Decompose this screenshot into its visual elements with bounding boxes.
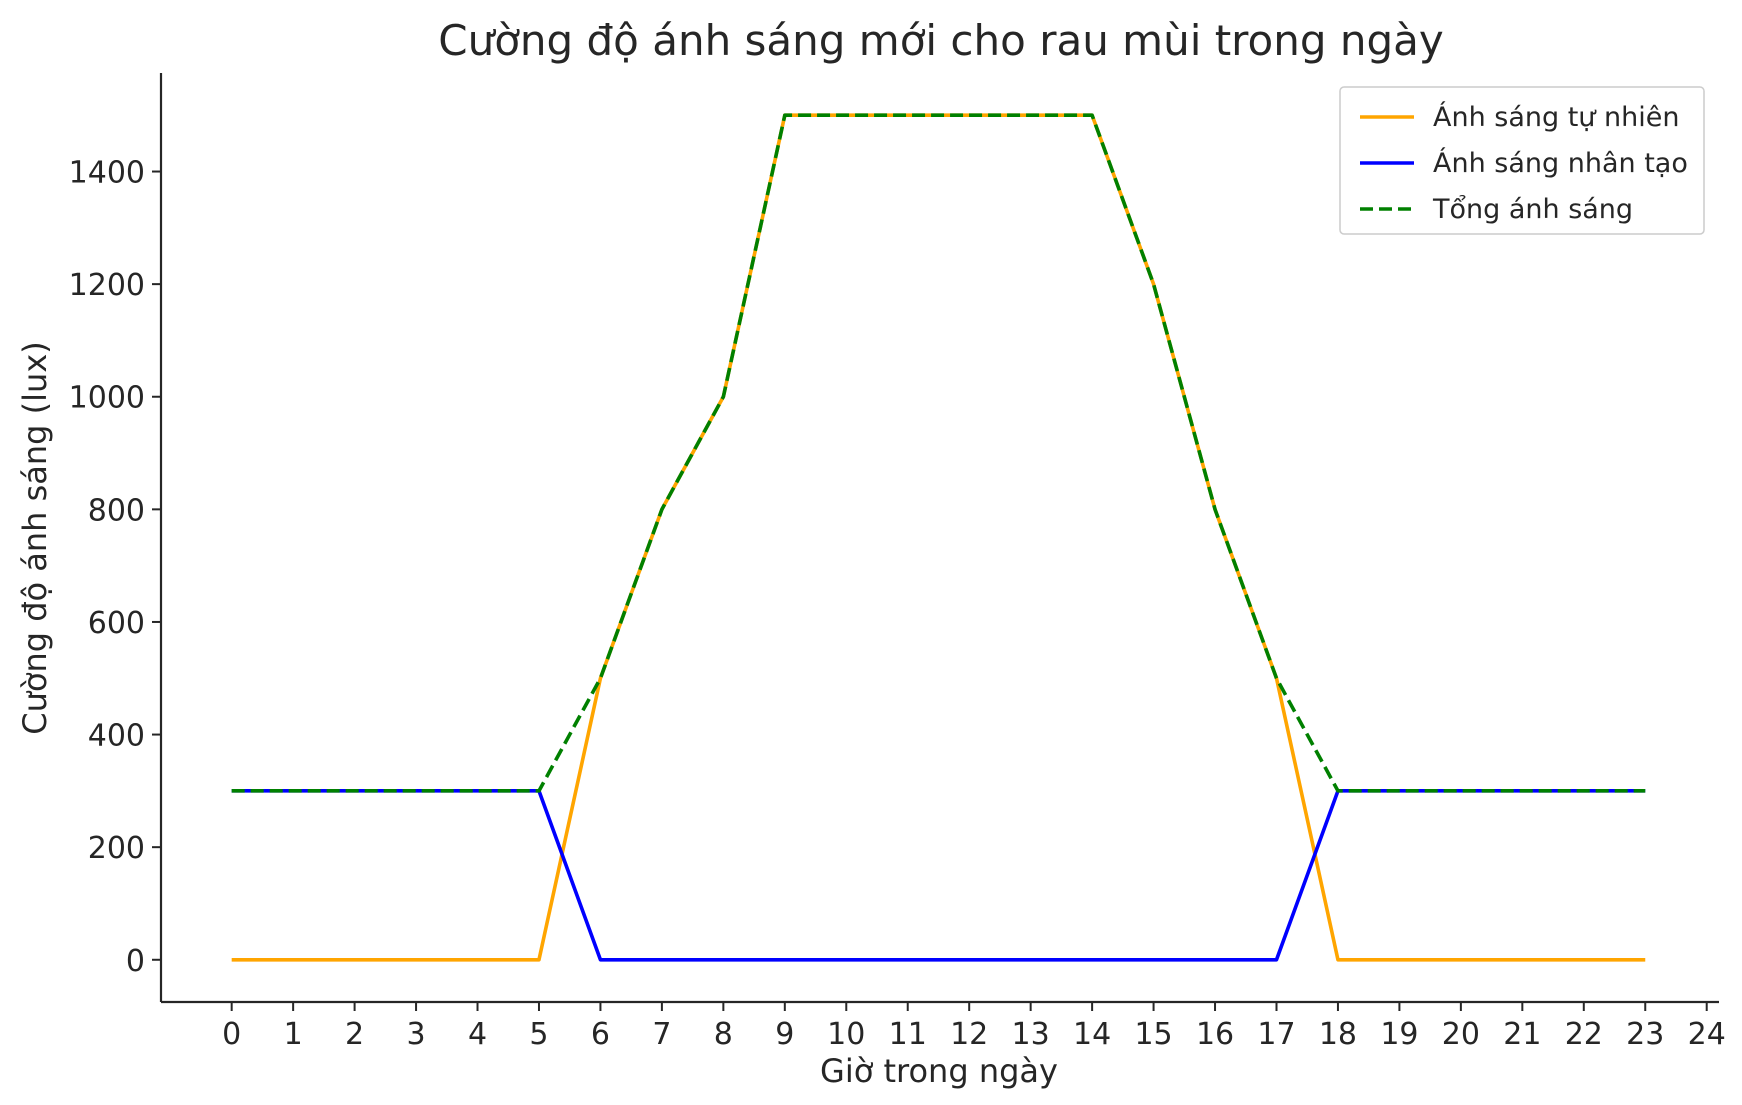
legend-frame <box>1339 86 1705 235</box>
y-tick-label: 0 <box>126 944 145 979</box>
legend-label-2: Ánh sáng nhân tạo <box>1433 147 1688 179</box>
x-tick-label: 21 <box>1503 1017 1541 1052</box>
legend-label-1: Ánh sáng tự nhiên <box>1433 101 1679 133</box>
legend: Ánh sáng tự nhiên Ánh sáng nhân tạo Tổng á… <box>1339 86 1705 235</box>
x-tick-label: 2 <box>345 1017 364 1052</box>
legend-label-3: Tổng ánh sáng <box>1432 194 1633 225</box>
x-tick-label: 19 <box>1380 1017 1418 1052</box>
x-tick-label: 22 <box>1565 1017 1603 1052</box>
x-tick-label: 8 <box>714 1017 733 1052</box>
y-tick-label: 1200 <box>69 268 145 303</box>
x-axis-ticks: 0 1 2 3 4 5 6 7 8 9 10 11 12 13 14 15 16 17 18 19 20 21 22 23 24 <box>222 1002 1726 1052</box>
series-line-1 <box>231 113 1646 962</box>
y-tick-label: 600 <box>88 606 145 641</box>
x-tick-label: 1 <box>284 1017 303 1052</box>
x-tick-label: 20 <box>1442 1017 1480 1052</box>
x-tick-label: 12 <box>950 1017 988 1052</box>
y-axis-ticks: 0 200 400 600 800 1000 1200 1400 <box>69 156 161 979</box>
y-tick-label: 400 <box>88 719 145 754</box>
x-tick-label: 24 <box>1688 1017 1726 1052</box>
x-tick-label: 13 <box>1012 1017 1050 1052</box>
x-tick-label: 10 <box>827 1017 865 1052</box>
y-tick-label: 1000 <box>69 381 145 416</box>
series-line-3 <box>231 113 1646 793</box>
x-tick-label: 0 <box>222 1017 241 1052</box>
x-tick-label: 3 <box>407 1017 426 1052</box>
y-axis-label: Cường độ ánh sáng (lux) <box>16 341 54 735</box>
y-tick-label: 1400 <box>69 156 145 191</box>
x-tick-label: 9 <box>775 1017 794 1052</box>
y-tick-label: 800 <box>88 493 145 528</box>
series-line-2 <box>231 789 1646 962</box>
x-tick-label: 4 <box>468 1017 487 1052</box>
plot-lines <box>231 113 1646 962</box>
x-tick-label: 6 <box>591 1017 610 1052</box>
chart-title: Cường độ ánh sáng mới cho rau mùi trong … <box>438 16 1443 65</box>
x-tick-label: 5 <box>529 1017 548 1052</box>
x-tick-label: 23 <box>1626 1017 1664 1052</box>
x-tick-label: 18 <box>1319 1017 1357 1052</box>
x-tick-label: 17 <box>1257 1017 1295 1052</box>
y-tick-label: 200 <box>88 831 145 866</box>
x-tick-label: 15 <box>1134 1017 1172 1052</box>
x-tick-label: 11 <box>889 1017 927 1052</box>
x-tick-label: 7 <box>652 1017 671 1052</box>
x-tick-label: 14 <box>1073 1017 1111 1052</box>
x-axis-label: Giờ trong ngày <box>820 1052 1058 1090</box>
x-tick-label: 16 <box>1196 1017 1234 1052</box>
